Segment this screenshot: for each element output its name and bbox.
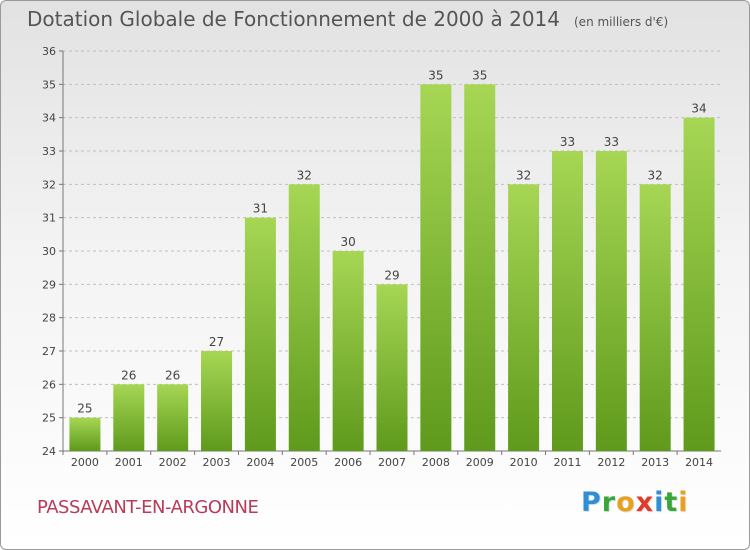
data-labels: 25 26 26 27 31 32 30 29 35 35 32 33 33 32 34	[77, 68, 706, 415]
y-tick-labels: 24 25 26 27 28 29 30 31 32 33 34 35 36	[42, 45, 56, 458]
town-name: PASSAVANT-EN-ARGONNE	[37, 497, 259, 518]
x-tick-label: 2014	[685, 456, 713, 469]
y-tick-label: 31	[42, 212, 56, 225]
y-tick-label: 27	[42, 345, 56, 358]
x-tick-label: 2000	[71, 456, 99, 469]
x-tick-label: 2006	[334, 456, 362, 469]
bar	[420, 84, 452, 451]
bar	[639, 184, 671, 452]
x-tick-label: 2003	[203, 456, 231, 469]
bar	[683, 117, 715, 452]
y-tick-label: 28	[42, 312, 56, 325]
logo-letter: P	[581, 487, 602, 518]
x-tick-labels: 2000 2001 2002 2003 2004 2005 2006 2007 2008 2009…	[71, 456, 713, 469]
bar	[113, 384, 145, 451]
x-tick-label: 2008	[422, 456, 450, 469]
bar	[551, 151, 583, 451]
logo-letter: i	[654, 487, 665, 518]
y-tick-label: 25	[42, 412, 56, 425]
x-tick-label: 2002	[159, 456, 187, 469]
chart-title-text: Dotation Globale de Fonctionnement de 20…	[27, 7, 560, 31]
y-tick-label: 35	[42, 78, 56, 91]
bar	[508, 184, 540, 452]
x-tick-label: 2005	[290, 456, 318, 469]
data-label: 32	[648, 168, 663, 182]
x-tick-label: 2009	[466, 456, 494, 469]
x-tick-label: 2004	[246, 456, 274, 469]
logo-letter: x	[635, 487, 655, 518]
chart-title: Dotation Globale de Fonctionnement de 20…	[27, 7, 668, 31]
bars	[69, 84, 715, 452]
x-tick-label: 2012	[597, 456, 625, 469]
bar	[464, 84, 496, 451]
y-tick-label: 26	[42, 378, 56, 391]
x-tick-label: 2010	[510, 456, 538, 469]
x-tick-label: 2001	[115, 456, 143, 469]
logo-letter: t	[664, 487, 679, 518]
data-label: 26	[121, 368, 136, 382]
data-label: 35	[428, 68, 443, 82]
bar	[376, 284, 408, 451]
logo-letter: r	[601, 487, 617, 518]
data-label: 30	[340, 235, 355, 249]
chart-subtitle: (en milliers d'€)	[574, 15, 669, 29]
bar	[201, 351, 233, 451]
x-tick-label: 2011	[553, 456, 581, 469]
proxiti-logo: Proxiti	[581, 487, 689, 518]
logo-letter: o	[616, 487, 636, 518]
bar	[244, 217, 276, 451]
y-tick-label: 34	[42, 112, 56, 125]
x-tick-label: 2007	[378, 456, 406, 469]
y-tick-label: 36	[42, 45, 56, 58]
data-label: 26	[165, 368, 180, 382]
data-label: 35	[472, 68, 487, 82]
data-label: 32	[516, 168, 531, 182]
logo-letter: i	[678, 487, 689, 518]
y-tick-label: 30	[42, 245, 56, 258]
bar	[332, 251, 364, 451]
bar	[595, 151, 627, 451]
y-tick-label: 33	[42, 145, 56, 158]
data-label: 32	[297, 168, 312, 182]
data-label: 33	[604, 135, 619, 149]
data-label: 27	[209, 335, 224, 349]
y-tick-label: 24	[42, 445, 56, 458]
data-label: 31	[253, 202, 268, 216]
bar	[157, 384, 189, 451]
data-label: 34	[691, 102, 706, 116]
data-label: 33	[560, 135, 575, 149]
bar	[69, 417, 101, 451]
y-tick-label: 32	[42, 178, 56, 191]
data-label: 29	[384, 268, 399, 282]
bar	[288, 184, 320, 452]
x-tick-label: 2013	[641, 456, 669, 469]
y-tick-label: 29	[42, 278, 56, 291]
data-label: 25	[77, 402, 92, 416]
